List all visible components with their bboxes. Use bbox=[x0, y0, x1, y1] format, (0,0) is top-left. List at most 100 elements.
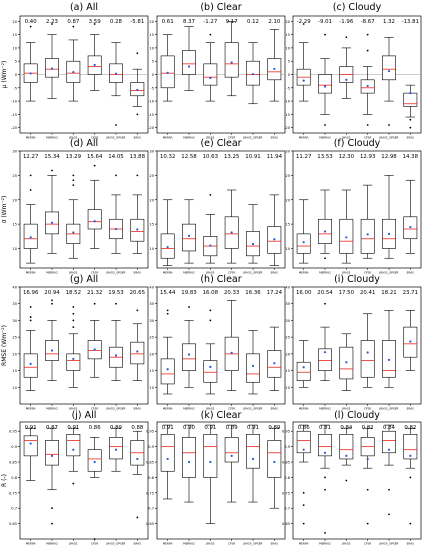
x-tick-label: JRA55 bbox=[341, 271, 350, 275]
box-jra55 bbox=[203, 424, 218, 524]
mean-marker bbox=[50, 221, 54, 224]
iqr-box bbox=[224, 42, 239, 78]
y-tick-label: 20 bbox=[149, 198, 154, 202]
mean-value-label: 19.53 bbox=[108, 290, 123, 296]
y-tick-label: 0.95 bbox=[282, 430, 290, 434]
box-jra55-opser bbox=[246, 424, 260, 503]
mean-value-label: 11.94 bbox=[267, 154, 283, 160]
y-tick-label: -20 bbox=[148, 126, 155, 130]
box-era5 bbox=[267, 28, 282, 102]
y-tick-label: 15 bbox=[149, 33, 154, 37]
box-jra55 bbox=[339, 36, 354, 99]
plot-frame bbox=[292, 150, 422, 269]
mean-marker bbox=[136, 228, 139, 231]
mean-marker bbox=[409, 454, 412, 457]
y-tick-label: 40 bbox=[285, 286, 290, 290]
mean-marker bbox=[209, 365, 212, 368]
x-tick-label: ERA5 bbox=[134, 407, 142, 411]
outlier-point bbox=[388, 488, 390, 491]
y-tick-label: 25 bbox=[149, 336, 154, 340]
mean-value-label: -5.81 bbox=[130, 19, 144, 25]
mean-marker bbox=[302, 79, 305, 82]
x-tick-label: MERRA bbox=[26, 136, 36, 140]
y-tick-label: 10 bbox=[12, 386, 17, 390]
outlier-point bbox=[409, 522, 412, 525]
outlier-point bbox=[345, 479, 348, 482]
mean-marker bbox=[387, 232, 391, 235]
outlier-point bbox=[72, 179, 75, 182]
outlier-point bbox=[29, 174, 32, 177]
box-cfsr bbox=[224, 189, 239, 264]
outlier-point bbox=[29, 316, 32, 318]
mean-marker bbox=[273, 67, 276, 71]
y-tick-label: 30 bbox=[149, 319, 154, 323]
y-axis-label: μ (Wm⁻²) bbox=[1, 61, 8, 89]
x-tick-label: CFSR bbox=[364, 136, 371, 140]
x-tick-label: JRA55_OPSER bbox=[106, 407, 126, 411]
iqr-box bbox=[45, 440, 59, 466]
box-cfsr bbox=[224, 424, 239, 503]
box-jra55 bbox=[339, 427, 354, 482]
plot-frame bbox=[156, 150, 286, 269]
box-era5 bbox=[130, 52, 145, 116]
x-tick-label: JRA55_OPSER bbox=[379, 542, 399, 546]
y-tick-label: -10 bbox=[148, 100, 155, 104]
iqr-box bbox=[339, 434, 354, 460]
x-tick-label: JRA55_OPSER bbox=[106, 136, 126, 140]
mean-value-label: 17.50 bbox=[339, 290, 355, 296]
mean-value-label: 0.28 bbox=[110, 19, 123, 25]
iqr-box bbox=[318, 434, 332, 457]
y-tick-label: 35 bbox=[149, 302, 154, 306]
mean-value-label: 13.25 bbox=[224, 154, 239, 160]
mean-marker bbox=[366, 351, 369, 354]
box-cfsr bbox=[360, 33, 375, 126]
mean-marker bbox=[93, 460, 96, 464]
plot-frame bbox=[292, 286, 422, 405]
y-tick-label: 0.85 bbox=[146, 461, 154, 465]
mean-marker bbox=[345, 454, 348, 457]
iqr-box bbox=[203, 434, 218, 478]
y-tick-label: 35 bbox=[12, 302, 17, 306]
mean-value-label: 18.21 bbox=[381, 290, 396, 296]
outlier-point bbox=[324, 257, 326, 260]
y-tick-label: 30 bbox=[149, 150, 154, 154]
outlier-point bbox=[409, 476, 412, 479]
x-tick-label: JRA55_OPSER bbox=[379, 271, 399, 275]
iqr-box bbox=[403, 434, 418, 460]
mean-marker bbox=[72, 71, 75, 74]
iqr-box bbox=[23, 435, 38, 457]
mean-marker bbox=[273, 362, 276, 365]
x-tick-label: JRA55 bbox=[68, 407, 77, 411]
box-merra2 bbox=[45, 299, 59, 381]
x-tick-label: JRA55 bbox=[205, 271, 214, 275]
mean-marker bbox=[187, 65, 191, 68]
outlier-point bbox=[72, 25, 75, 28]
mean-value-label: -13.81 bbox=[402, 19, 419, 25]
iqr-box bbox=[87, 209, 102, 230]
plot-frame bbox=[19, 286, 149, 405]
y-tick-label: 30 bbox=[285, 319, 290, 323]
x-tick-label: CFSR bbox=[91, 542, 98, 546]
box-merra bbox=[23, 306, 38, 391]
x-tick-label: JRA55 bbox=[205, 136, 214, 140]
iqr-box bbox=[360, 218, 375, 254]
x-tick-label: JRA55 bbox=[205, 542, 214, 546]
y-tick-label: -20 bbox=[11, 126, 18, 130]
box-merra bbox=[160, 34, 175, 102]
box-cfsr bbox=[224, 300, 239, 391]
x-tick-label: ERA5 bbox=[407, 542, 415, 546]
x-tick-label: JRA55_OPSER bbox=[243, 271, 263, 275]
iqr-box bbox=[182, 437, 196, 478]
iqr-box bbox=[203, 63, 218, 86]
mean-value-label: 11.27 bbox=[296, 154, 311, 160]
y-tick-label: 20 bbox=[12, 352, 17, 356]
mean-marker bbox=[166, 245, 169, 249]
iqr-box bbox=[382, 55, 396, 81]
y-tick-label: 25 bbox=[12, 336, 17, 340]
mean-marker bbox=[387, 69, 391, 73]
iqr-box bbox=[23, 353, 38, 378]
box-cfsr bbox=[87, 164, 102, 249]
y-tick-label: 30 bbox=[285, 150, 290, 154]
outlier-point bbox=[388, 124, 390, 126]
mean-marker bbox=[323, 351, 327, 354]
